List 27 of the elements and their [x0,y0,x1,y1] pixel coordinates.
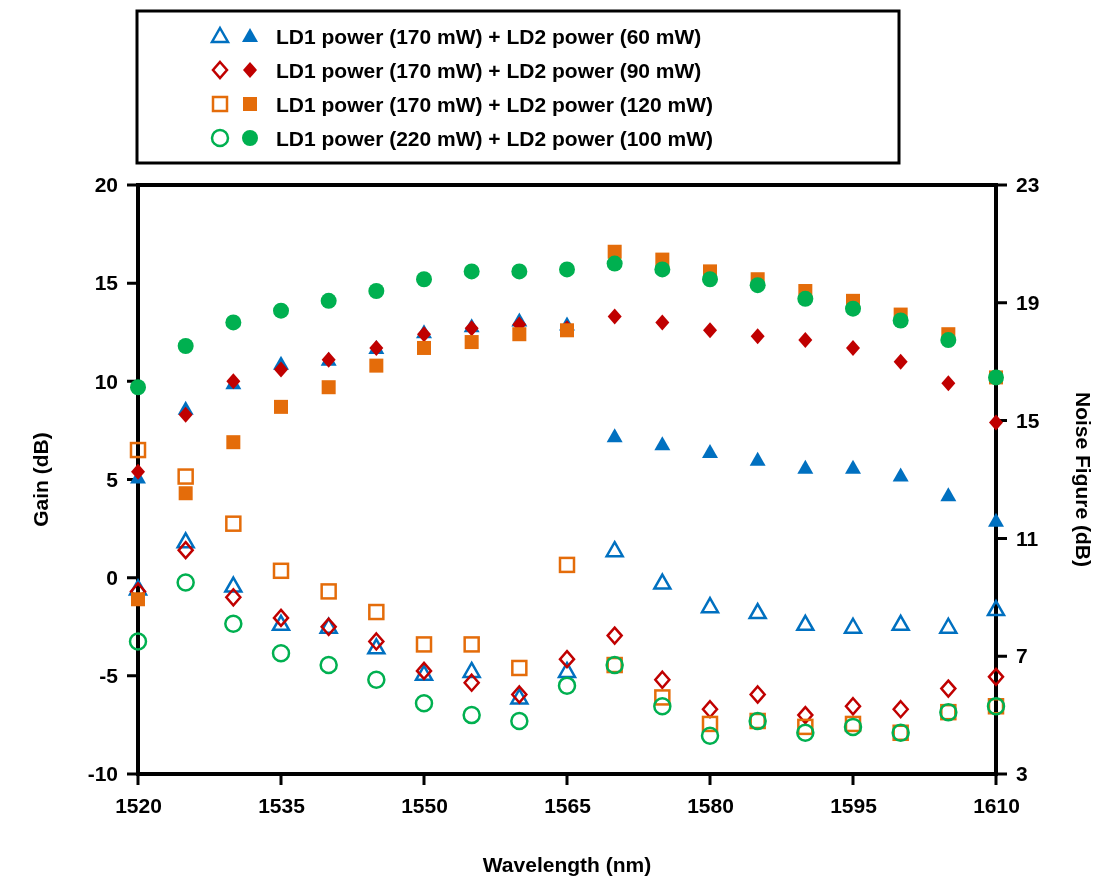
y2-tick-label: 19 [1016,291,1040,315]
y-tick-label: 15 [94,271,119,295]
y-tick-label: 0 [106,565,118,589]
y-tick-label: 10 [94,369,118,393]
y2-tick-label: 7 [1016,644,1028,668]
x-tick-label: 1580 [687,793,734,817]
y2-axis-title: Noise Figure (dB) [1072,391,1095,568]
x-tick-label: 1550 [401,793,448,817]
x-tick-label: 1565 [544,793,592,817]
x-tick-label: 1520 [115,793,162,817]
x-tick-label: 1595 [830,793,878,817]
y2-tick-label: 11 [1016,526,1039,550]
legend-label: LD1 power (170 mW) + LD2 power (120 mW) [276,93,714,116]
y2-tick-label: 15 [1016,408,1040,432]
x-axis-title: Wavelength (nm) [482,853,652,876]
x-tick-label: 1535 [258,793,306,817]
y-tick-label: -10 [87,762,118,786]
y2-tick-label: 3 [1016,762,1028,786]
legend-label: LD1 power (220 mW) + LD2 power (100 mW) [276,127,714,150]
legend-label: LD1 power (170 mW) + LD2 power (60 mW) [276,25,702,48]
y-axis-title: Gain (dB) [29,432,52,527]
x-tick-label: 1610 [973,793,1020,817]
y-tick-label: -5 [99,664,119,688]
legend-label: LD1 power (170 mW) + LD2 power (90 mW) [276,59,702,82]
y2-tick-label: 23 [1016,173,1040,197]
y-tick-label: 5 [106,467,119,491]
y-tick-label: 20 [94,173,118,197]
